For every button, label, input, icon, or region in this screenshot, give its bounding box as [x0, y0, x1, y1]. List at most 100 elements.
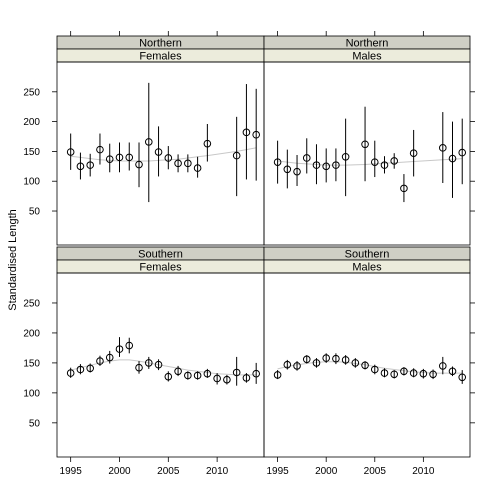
x-tick-label: 2010: [206, 466, 229, 477]
data-point: [193, 164, 202, 172]
data-point: [242, 128, 251, 137]
strip-region-label: Northern: [346, 38, 389, 50]
data-point: [223, 375, 231, 384]
data-point: [380, 369, 389, 377]
data-point: [361, 361, 369, 370]
data-point: [361, 140, 369, 149]
data-point: [164, 372, 173, 381]
data-point: [400, 367, 408, 376]
data-point: [144, 138, 153, 146]
data-point: [283, 360, 292, 369]
data-point: [174, 159, 182, 168]
data-point: [135, 363, 143, 372]
data-point: [351, 359, 360, 367]
data-point: [115, 153, 124, 162]
data-point: [184, 159, 192, 168]
y-tick-label: 250: [23, 87, 40, 98]
data-point: [203, 139, 212, 148]
x-tick-label: 2005: [157, 466, 180, 477]
x-tick-label: 2010: [412, 466, 435, 477]
data-point: [312, 359, 321, 367]
data-point: [105, 353, 114, 362]
data-point: [86, 364, 94, 373]
data-point: [184, 371, 192, 380]
data-point: [458, 373, 467, 382]
data-point: [448, 154, 457, 163]
data-point: [105, 155, 114, 163]
y-tick-label: 100: [23, 177, 40, 188]
data-point: [273, 158, 282, 166]
data-point: [409, 149, 418, 158]
data-point: [409, 369, 418, 377]
data-point: [115, 345, 124, 353]
data-point: [390, 370, 399, 379]
data-point: [322, 354, 330, 362]
smooth-line: [70, 147, 257, 162]
panel-border: [263, 61, 471, 246]
data-point: [252, 369, 260, 378]
strip-sex-label: Females: [139, 51, 182, 63]
data-point: [203, 369, 212, 378]
data-point: [370, 158, 379, 166]
data-point: [293, 362, 301, 370]
data-point: [448, 367, 457, 376]
strip-sex-label: Males: [352, 51, 382, 63]
panels-layer: NorthernFemalesNorthernMalesSouthernFema…: [56, 35, 471, 458]
panel-border: [263, 272, 471, 458]
data-point: [273, 371, 282, 379]
smooth-line: [277, 361, 463, 374]
data-point: [76, 365, 85, 374]
data-point: [96, 145, 104, 154]
x-tick-label: 2000: [108, 466, 131, 477]
data-point: [154, 360, 163, 369]
data-point: [429, 370, 437, 379]
axes-layer: 50 100 150 200 250 50 100 150 200 250 1995 2000 2005…: [23, 31, 475, 477]
x-tick-label: 1995: [60, 466, 83, 477]
data-point: [154, 148, 163, 156]
data-point: [302, 355, 311, 364]
strip-region-label: Northern: [139, 38, 182, 50]
data-point: [242, 374, 251, 382]
y-tick-label: 50: [29, 418, 41, 429]
smooth-line: [277, 158, 463, 166]
data-point: [370, 365, 379, 374]
data-point: [438, 144, 447, 152]
data-point: [66, 148, 75, 156]
data-point: [125, 153, 134, 162]
x-tick-label: 2000: [315, 466, 338, 477]
data-point: [213, 374, 221, 383]
y-tick-label: 100: [23, 388, 40, 399]
panel-border: [56, 61, 265, 246]
data-point: [419, 369, 428, 378]
data-point: [322, 162, 330, 171]
x-tick-label: 2005: [364, 466, 387, 477]
strip-sex-label: Males: [352, 262, 382, 274]
data-point: [380, 161, 389, 169]
data-point: [76, 162, 85, 171]
data-point: [400, 184, 408, 193]
data-point: [283, 165, 292, 174]
y-tick-label: 150: [23, 147, 40, 158]
strip-sex-label: Females: [139, 262, 182, 274]
data-point: [86, 161, 94, 169]
y-tick-label: 50: [29, 207, 41, 218]
data-point: [232, 368, 241, 377]
data-point: [174, 367, 182, 376]
data-point: [438, 362, 447, 370]
data-point: [144, 359, 153, 367]
data-point: [341, 152, 350, 161]
data-point: [125, 341, 134, 350]
data-point: [96, 357, 104, 365]
data-point: [341, 356, 350, 364]
data-point: [312, 161, 321, 169]
data-point: [293, 167, 301, 176]
x-tick-label: 1995: [266, 466, 289, 477]
y-tick-label: 150: [23, 358, 40, 369]
data-point: [332, 354, 340, 363]
strip-region-label: Southern: [138, 249, 183, 261]
